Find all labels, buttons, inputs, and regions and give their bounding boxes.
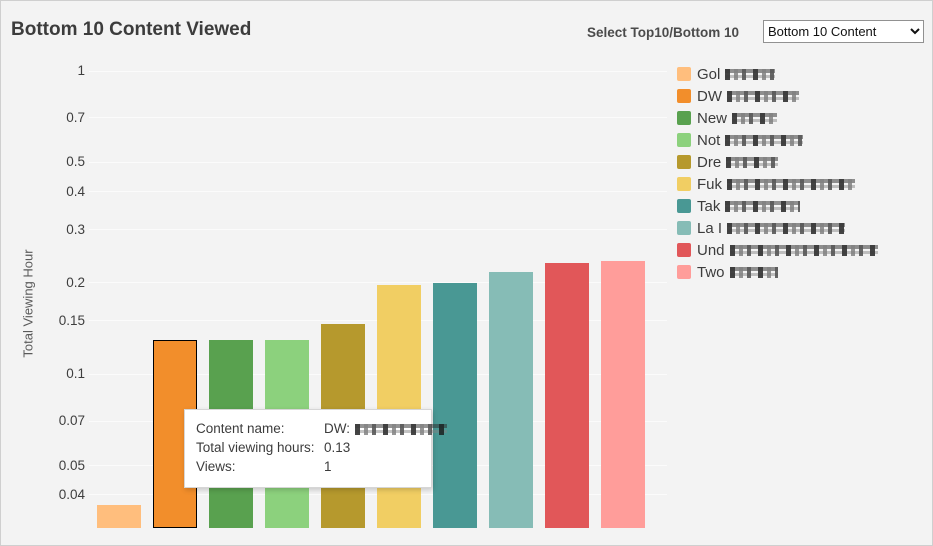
redacted-text bbox=[727, 179, 856, 191]
redacted-text bbox=[729, 267, 778, 279]
legend-swatch bbox=[677, 265, 691, 279]
y-tick-label: 0.5 bbox=[66, 154, 85, 170]
tooltip-value: DW: bbox=[324, 419, 447, 438]
legend-swatch bbox=[677, 133, 691, 147]
redacted-text bbox=[726, 157, 779, 169]
tooltip-label: Content name: bbox=[196, 421, 285, 436]
gridline bbox=[89, 191, 667, 193]
gridline bbox=[89, 229, 667, 231]
legend-label: Fuk bbox=[697, 176, 856, 193]
y-tick-label: 0.1 bbox=[66, 366, 85, 382]
page-title: Bottom 10 Content Viewed bbox=[11, 19, 252, 40]
legend-item-lai[interactable]: La I bbox=[677, 219, 846, 237]
legend-swatch bbox=[677, 199, 691, 213]
legend-item-dre[interactable]: Dre bbox=[677, 153, 779, 171]
legend-item-new[interactable]: New bbox=[677, 109, 778, 127]
legend-item-und[interactable]: Und bbox=[677, 241, 878, 259]
legend-swatch bbox=[677, 155, 691, 169]
legend-label: Und bbox=[697, 242, 878, 259]
y-axis-label: Total Viewing Hour bbox=[20, 249, 36, 358]
legend-item-not[interactable]: Not bbox=[677, 131, 804, 149]
redacted-text bbox=[355, 423, 447, 435]
top10-bottom10-select[interactable]: Bottom 10 Content bbox=[763, 20, 924, 43]
legend-swatch bbox=[677, 243, 691, 257]
redacted-text bbox=[727, 223, 846, 235]
gridline bbox=[89, 70, 667, 72]
legend-item-tak[interactable]: Tak bbox=[677, 197, 801, 215]
tooltip-label: Views: bbox=[196, 459, 236, 474]
legend-item-two[interactable]: Two bbox=[677, 263, 778, 281]
legend-item-gol[interactable]: Gol bbox=[677, 65, 776, 83]
tooltip: Content name: DW: Total viewing hours: 0… bbox=[184, 409, 447, 488]
y-tick-label: 0.2 bbox=[66, 274, 85, 290]
legend-label: Two bbox=[697, 264, 778, 281]
legend-item-fuk[interactable]: Fuk bbox=[677, 175, 856, 193]
y-tick-label: 0.05 bbox=[58, 457, 85, 473]
bar-two[interactable] bbox=[601, 261, 645, 528]
y-tick-label: 0.07 bbox=[58, 413, 85, 429]
legend-label: La I bbox=[697, 220, 846, 237]
y-tick-label: 1 bbox=[77, 63, 85, 78]
tooltip-value: 1 bbox=[324, 459, 332, 474]
bar-tak[interactable] bbox=[433, 283, 477, 528]
tooltip-row-content-name: Content name: DW: bbox=[196, 419, 447, 438]
selector-label: Select Top10/Bottom 10 bbox=[586, 25, 739, 40]
tooltip-label: Total viewing hours: bbox=[196, 440, 315, 455]
legend-label: DW bbox=[697, 88, 799, 105]
legend-swatch bbox=[677, 221, 691, 235]
bar-fuk[interactable] bbox=[377, 285, 421, 528]
redacted-text bbox=[725, 201, 801, 213]
tooltip-row-views: Views: 1 bbox=[196, 457, 420, 476]
y-tick-label: 0.3 bbox=[66, 221, 85, 237]
legend-swatch bbox=[677, 89, 691, 103]
gridline bbox=[89, 282, 667, 284]
legend-swatch bbox=[677, 67, 691, 81]
legend-label: Tak bbox=[697, 198, 801, 215]
redacted-text bbox=[725, 135, 804, 147]
gridline bbox=[89, 117, 667, 119]
tooltip-value: 0.13 bbox=[324, 440, 351, 455]
y-tick-label: 0.4 bbox=[66, 183, 85, 199]
redacted-text bbox=[725, 69, 776, 81]
gridline bbox=[89, 161, 667, 163]
legend-swatch bbox=[677, 177, 691, 191]
redacted-text bbox=[727, 91, 799, 103]
redacted-text bbox=[732, 113, 778, 125]
bar-gol[interactable] bbox=[97, 505, 141, 528]
legend-label: Dre bbox=[697, 154, 779, 171]
bar-lai[interactable] bbox=[489, 271, 533, 528]
legend-label: Gol bbox=[697, 66, 776, 83]
legend-swatch bbox=[677, 111, 691, 125]
legend-label: New bbox=[697, 110, 778, 127]
y-tick-label: 0.04 bbox=[58, 486, 85, 502]
tooltip-row-hours: Total viewing hours: 0.13 bbox=[196, 438, 420, 457]
legend-item-dw[interactable]: DW bbox=[677, 87, 799, 105]
redacted-text bbox=[729, 245, 878, 257]
y-tick-label: 0.15 bbox=[58, 312, 85, 328]
legend-label: Not bbox=[697, 132, 804, 149]
y-tick-label: 0.7 bbox=[66, 109, 85, 125]
bar-und[interactable] bbox=[545, 263, 589, 528]
